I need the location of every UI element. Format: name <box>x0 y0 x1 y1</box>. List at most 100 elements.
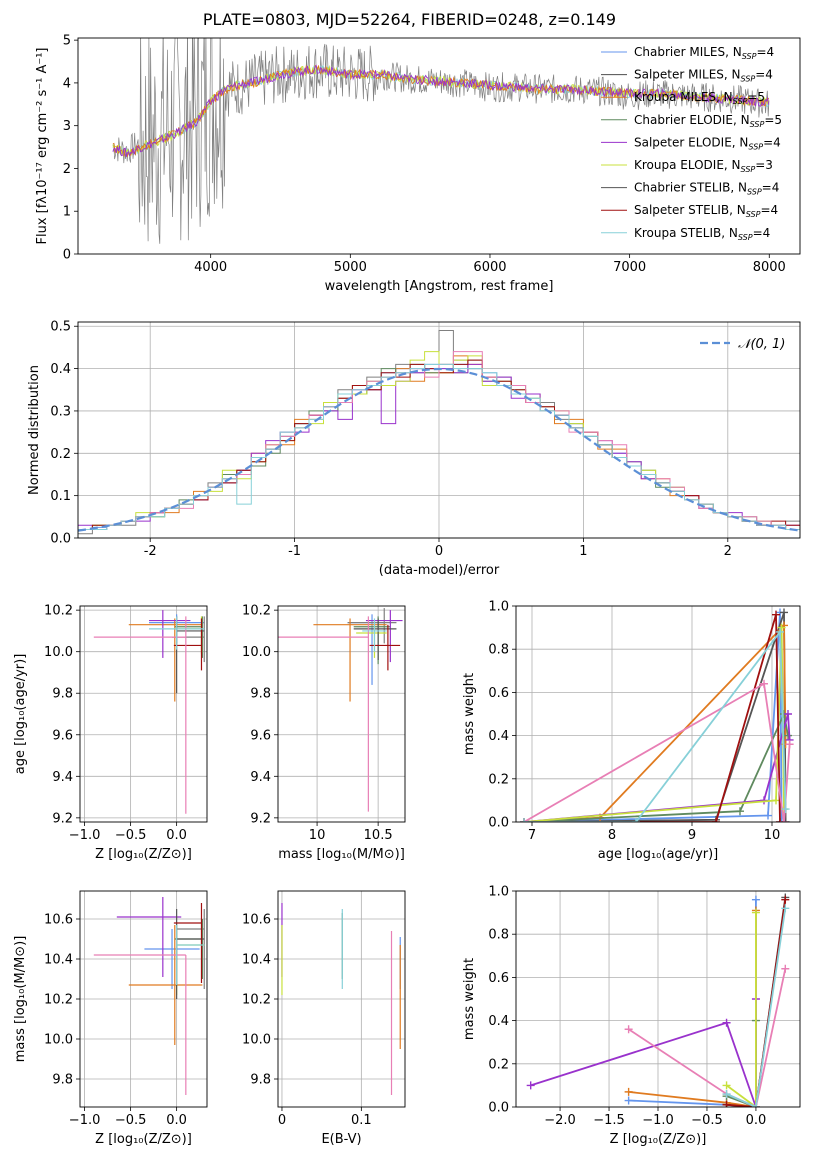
plus-marker <box>772 610 780 619</box>
plus-marker <box>624 1087 633 1096</box>
y-tick-label: 0.4 <box>488 1014 509 1029</box>
legend-label-suffix: =4 <box>760 203 778 217</box>
x-axis-label: Z [log₁₀(Z/Z⊙)] <box>95 1132 192 1147</box>
residuals-axes: -2 -1 0 1 2 0.0 0.1 0.2 0.3 0.4 0.5 (data-model)/er… <box>27 320 800 578</box>
y-tick-label: 10.2 <box>242 604 271 619</box>
legend-label-suffix: =4 <box>756 45 774 59</box>
x-tick-label: 7 <box>528 828 536 843</box>
mass-age-frame <box>277 605 406 823</box>
plus-marker <box>781 904 790 913</box>
plus-marker <box>722 1018 731 1027</box>
y-tick-label: 10.0 <box>44 645 73 660</box>
legend-label-sub: SSP <box>746 210 761 219</box>
y-tick-label: 0.4 <box>488 729 509 744</box>
y-tick-label: 10.6 <box>44 913 73 928</box>
ebv-mass-plot-area <box>281 903 401 1095</box>
y-tick-label: 10.4 <box>44 953 73 968</box>
plus-marker <box>781 964 790 973</box>
x-tick-label: 10 <box>309 828 326 843</box>
x-axis-label: Z [log₁₀(Z/Z⊙)] <box>610 1132 707 1147</box>
y-tick-label: 9.8 <box>250 687 271 702</box>
y-tick-label: 3 <box>63 119 71 134</box>
residuals-legend: 𝒩(0, 1) <box>700 337 785 352</box>
plus-marker <box>751 895 760 904</box>
legend-label: Chabrier ELODIE, NSSP=5 <box>634 113 782 129</box>
x-tick-label: 0.1 <box>351 1113 372 1128</box>
y-tick-label: 0.8 <box>488 643 509 658</box>
z-mass-frame <box>79 890 208 1108</box>
x-tick-label: 5000 <box>334 260 367 275</box>
x-tick-label: 10.5 <box>364 828 393 843</box>
plus-marker <box>712 818 720 822</box>
legend-label: Kroupa STELIB, NSSP=4 <box>634 226 770 242</box>
age-weight-frame <box>515 605 801 823</box>
legend-label: 𝒩(0, 1) <box>738 337 785 352</box>
plus-marker <box>777 818 786 822</box>
z-age-axes: −1.0 −0.5 0.0 9.2 9.4 9.6 9.8 10.0 10.2 Z [log₁₀(… <box>13 604 207 862</box>
z-age-frame <box>79 605 208 823</box>
legend-label-main: Salpeter ELODIE, N <box>634 135 748 149</box>
histogram-series <box>78 363 800 538</box>
y-tick-label: 0.6 <box>488 971 509 986</box>
weight-line <box>523 623 787 822</box>
plus-marker <box>776 627 784 636</box>
z-mass-axes: −1.0 −0.5 0.0 9.8 10.0 10.2 10.4 10.6 Z [log₁₀(Z… <box>13 891 207 1147</box>
y-tick-label: 10.2 <box>242 993 271 1008</box>
legend-label: Chabrier MILES, NSSP=4 <box>634 45 774 61</box>
plus-marker <box>784 731 792 740</box>
x-tick-label: 0 <box>278 1113 286 1128</box>
y-tick-label: 0.2 <box>488 1057 509 1072</box>
y-tick-label: 9.6 <box>52 728 73 743</box>
mass-age-axes: 10 10.5 9.2 9.4 9.6 9.8 10.0 10.2 mass [log₁₀(M/… <box>242 604 405 862</box>
spectrum-axes: 4000 5000 6000 7000 8000 0 1 2 3 4 5 wavelength [An… <box>35 34 786 294</box>
mass-age-plot-area <box>278 608 403 812</box>
y-tick-label: 1 <box>63 205 71 220</box>
weight-line <box>523 682 791 822</box>
y-tick-label: 9.8 <box>52 1073 73 1088</box>
y-tick-label: 9.2 <box>52 811 73 826</box>
y-tick-label: 9.2 <box>250 811 271 826</box>
weight-line <box>628 899 757 1107</box>
plus-marker <box>780 818 788 822</box>
x-axis-label: Z [log₁₀(Z/Z⊙)] <box>95 847 192 862</box>
y-axis-label: mass [log₁₀(M/M⊙)] <box>13 936 28 1063</box>
x-tick-label: 8000 <box>753 260 786 275</box>
x-tick-label: 8 <box>608 828 616 843</box>
y-tick-label: 0.2 <box>50 447 71 462</box>
y-tick-label: 0.0 <box>488 816 509 831</box>
y-tick-label: 10.0 <box>242 1033 271 1048</box>
y-tick-label: 0.0 <box>50 532 71 547</box>
ebv-mass-frame <box>277 890 406 1108</box>
plus-marker <box>785 740 794 749</box>
plus-marker <box>780 608 788 617</box>
x-tick-label: −1.0 <box>642 1113 674 1128</box>
x-tick-label: −1.0 <box>69 828 101 843</box>
y-tick-label: 4 <box>63 76 71 91</box>
x-tick-label: 0.0 <box>166 828 187 843</box>
z-weight-frame <box>515 890 801 1108</box>
y-tick-label: 10.0 <box>44 1033 73 1048</box>
plus-marker <box>760 679 768 688</box>
legend-label-suffix: =4 <box>763 135 781 149</box>
y-tick-label: 2 <box>63 162 71 177</box>
y-tick-label: 9.4 <box>52 770 73 785</box>
legend-label-sub: SSP <box>741 165 756 174</box>
legend-label-suffix: =3 <box>755 158 773 172</box>
legend-label-main: Salpeter STELIB, N <box>634 203 746 217</box>
plus-marker <box>781 805 790 814</box>
spectrum-frame <box>77 37 801 255</box>
y-tick-label: 9.4 <box>250 770 271 785</box>
x-tick-label: −0.5 <box>115 828 147 843</box>
legend-label-main: Kroupa MILES, N <box>634 90 733 104</box>
x-tick-label: -2 <box>144 544 157 559</box>
y-axis-label: mass weight <box>462 673 477 755</box>
plus-marker <box>781 895 790 904</box>
weight-line <box>523 612 783 822</box>
y-tick-label: 10.6 <box>242 913 271 928</box>
y-tick-label: 9.8 <box>250 1073 271 1088</box>
y-tick-label: 5 <box>63 34 71 49</box>
legend-label-sub: SSP <box>742 52 757 61</box>
y-tick-label: 0.2 <box>488 772 509 787</box>
